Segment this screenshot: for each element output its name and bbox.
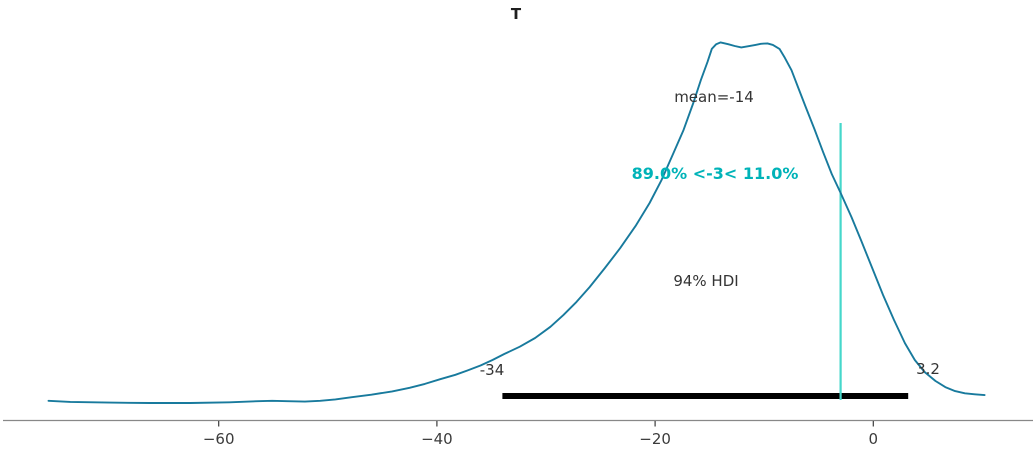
- mean-annotation: mean=-14: [674, 87, 754, 106]
- x-tick-label: 0: [869, 430, 879, 448]
- hdi-lower-bound-label: -34: [479, 360, 505, 379]
- x-tick-0: −60: [203, 421, 235, 448]
- x-ticks: −60 −40 −20 0: [203, 421, 878, 448]
- hdi-annotation: 94% HDI: [673, 271, 739, 290]
- density-curve: [47, 41, 986, 404]
- ref-value-annotation: 89.0% <-3< 11.0%: [631, 164, 799, 184]
- x-tick-3: 0: [869, 421, 879, 448]
- x-tick-label: −60: [203, 430, 235, 448]
- hdi-upper-bound-label: 3.2: [916, 359, 940, 378]
- plot-title: T: [510, 5, 522, 23]
- x-tick-2: −20: [639, 421, 671, 448]
- x-tick-label: −40: [421, 430, 453, 448]
- x-tick-1: −40: [421, 421, 453, 448]
- x-tick-label: −20: [639, 430, 671, 448]
